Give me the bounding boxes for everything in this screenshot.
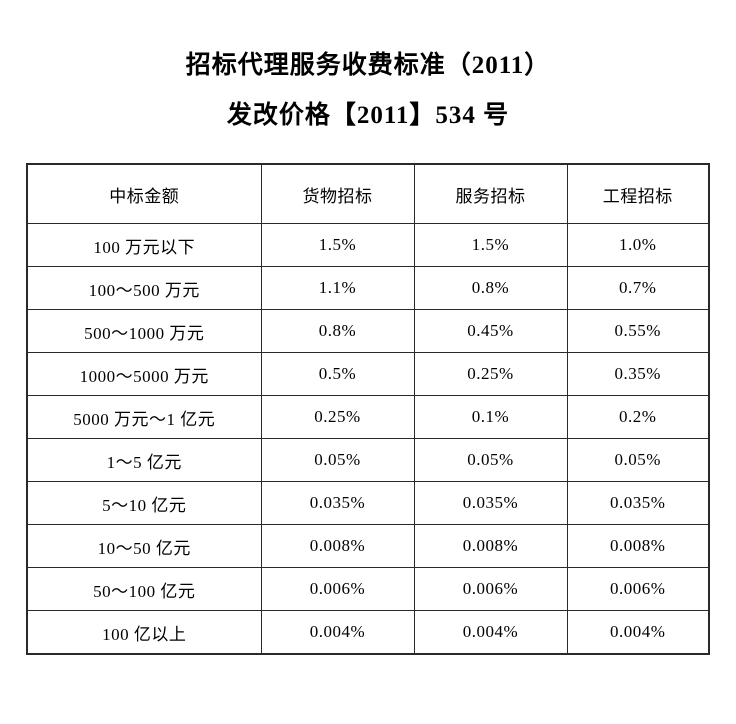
table-row: 100 万元以下 1.5% 1.5% 1.0% bbox=[26, 223, 710, 267]
cell-service-rate: 1.5% bbox=[413, 223, 568, 267]
column-header-service: 服务招标 bbox=[413, 163, 568, 224]
cell-amount-range: 50～100 亿元 bbox=[26, 567, 262, 611]
table-row: 50～100 亿元 0.006% 0.006% 0.006% bbox=[26, 567, 710, 611]
table-row: 1～5 亿元 0.05% 0.05% 0.05% bbox=[26, 438, 710, 482]
cell-amount-range: 100 亿以上 bbox=[26, 610, 262, 655]
cell-engineering-rate: 0.006% bbox=[566, 567, 710, 611]
cell-engineering-rate: 0.7% bbox=[566, 266, 710, 310]
cell-service-rate: 0.035% bbox=[413, 481, 568, 525]
table-row: 5000 万元～1 亿元 0.25% 0.1% 0.2% bbox=[26, 395, 710, 439]
column-header-amount: 中标金额 bbox=[26, 163, 262, 224]
table-row: 100 亿以上 0.004% 0.004% 0.004% bbox=[26, 610, 710, 655]
cell-amount-range: 1000～5000 万元 bbox=[26, 352, 262, 396]
cell-service-rate: 0.45% bbox=[413, 309, 568, 353]
cell-goods-rate: 0.05% bbox=[260, 438, 415, 482]
cell-amount-range: 10～50 亿元 bbox=[26, 524, 262, 568]
cell-goods-rate: 1.1% bbox=[260, 266, 415, 310]
cell-amount-range: 5000 万元～1 亿元 bbox=[26, 395, 262, 439]
cell-amount-range: 100～500 万元 bbox=[26, 266, 262, 310]
cell-amount-range: 500～1000 万元 bbox=[26, 309, 262, 353]
cell-service-rate: 0.8% bbox=[413, 266, 568, 310]
cell-goods-rate: 0.006% bbox=[260, 567, 415, 611]
table-row: 1000～5000 万元 0.5% 0.25% 0.35% bbox=[26, 352, 710, 396]
cell-amount-range: 100 万元以下 bbox=[26, 223, 262, 267]
cell-goods-rate: 0.25% bbox=[260, 395, 415, 439]
cell-goods-rate: 0.035% bbox=[260, 481, 415, 525]
cell-engineering-rate: 0.55% bbox=[566, 309, 710, 353]
cell-goods-rate: 0.008% bbox=[260, 524, 415, 568]
cell-engineering-rate: 0.35% bbox=[566, 352, 710, 396]
cell-service-rate: 0.1% bbox=[413, 395, 568, 439]
fee-table-body: 100 万元以下 1.5% 1.5% 1.0% 100～500 万元 1.1% 0.8% 0.… bbox=[26, 223, 710, 655]
cell-engineering-rate: 0.035% bbox=[566, 481, 710, 525]
cell-service-rate: 0.05% bbox=[413, 438, 568, 482]
fee-table: 中标金额 货物招标 服务招标 工程招标 100 万元以下 1.5% 1.5% 1.0% 100… bbox=[26, 163, 710, 655]
cell-amount-range: 1～5 亿元 bbox=[26, 438, 262, 482]
cell-amount-range: 5～10 亿元 bbox=[26, 481, 262, 525]
cell-goods-rate: 1.5% bbox=[260, 223, 415, 267]
table-header-row: 中标金额 货物招标 服务招标 工程招标 bbox=[26, 163, 710, 224]
cell-service-rate: 0.008% bbox=[413, 524, 568, 568]
cell-engineering-rate: 0.008% bbox=[566, 524, 710, 568]
table-row: 500～1000 万元 0.8% 0.45% 0.55% bbox=[26, 309, 710, 353]
cell-goods-rate: 0.004% bbox=[260, 610, 415, 655]
column-header-goods: 货物招标 bbox=[260, 163, 415, 224]
table-row: 100～500 万元 1.1% 0.8% 0.7% bbox=[26, 266, 710, 310]
cell-service-rate: 0.006% bbox=[413, 567, 568, 611]
page-title: 招标代理服务收费标准（2011） bbox=[185, 52, 551, 79]
cell-engineering-rate: 1.0% bbox=[566, 223, 710, 267]
table-row: 10～50 亿元 0.008% 0.008% 0.008% bbox=[26, 524, 710, 568]
table-row: 5～10 亿元 0.035% 0.035% 0.035% bbox=[26, 481, 710, 525]
cell-engineering-rate: 0.2% bbox=[566, 395, 710, 439]
cell-engineering-rate: 0.004% bbox=[566, 610, 710, 655]
column-header-engineering: 工程招标 bbox=[566, 163, 710, 224]
cell-service-rate: 0.25% bbox=[413, 352, 568, 396]
cell-service-rate: 0.004% bbox=[413, 610, 568, 655]
cell-goods-rate: 0.8% bbox=[260, 309, 415, 353]
cell-engineering-rate: 0.05% bbox=[566, 438, 710, 482]
page-subtitle: 发改价格【2011】534 号 bbox=[226, 101, 510, 129]
cell-goods-rate: 0.5% bbox=[260, 352, 415, 396]
